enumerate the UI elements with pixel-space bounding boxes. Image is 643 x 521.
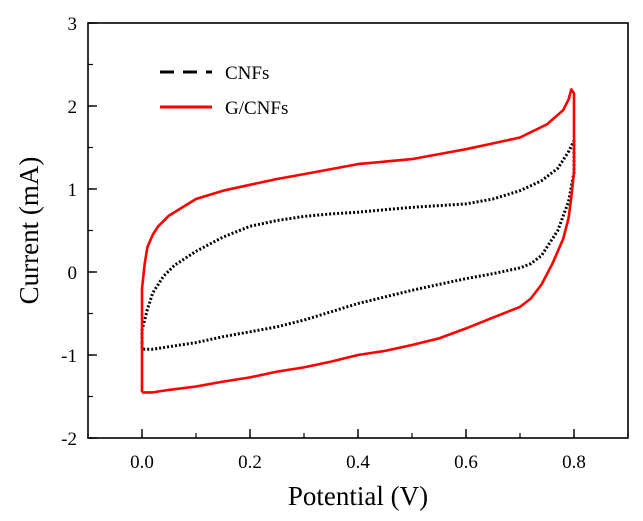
legend-label-g-cnfs: G/CNFs: [225, 98, 288, 119]
x-tick-label: 0.6: [454, 452, 478, 473]
series-line-cnfs: [140, 139, 576, 351]
y-tick-label: 1: [68, 180, 78, 201]
series-line-g-cnfs: [140, 88, 576, 394]
plot-lines: [140, 88, 576, 394]
tick-labels: 0.0 0.2 0.4 0.6 0.8 -2 -1 0 1 2 3: [61, 14, 586, 473]
x-tick-label: 0.2: [238, 452, 262, 473]
x-axis-title: Potential (V): [288, 481, 428, 511]
x-tick-label: 0.0: [130, 452, 154, 473]
y-axis-title: Current (mA): [14, 157, 44, 305]
y-tick-label: 3: [68, 14, 78, 35]
legend-label-cnfs: CNFs: [225, 63, 269, 84]
legend: CNFs G/CNFs: [160, 63, 288, 119]
axis-ticks: [87, 22, 629, 439]
x-tick-label: 0.8: [562, 452, 586, 473]
x-tick-label: 0.4: [346, 452, 370, 473]
y-tick-label: -2: [61, 429, 77, 450]
y-tick-label: -1: [61, 346, 77, 367]
y-tick-label: 0: [68, 263, 78, 284]
y-tick-label: 2: [68, 97, 78, 118]
plot-frame: [87, 22, 629, 439]
